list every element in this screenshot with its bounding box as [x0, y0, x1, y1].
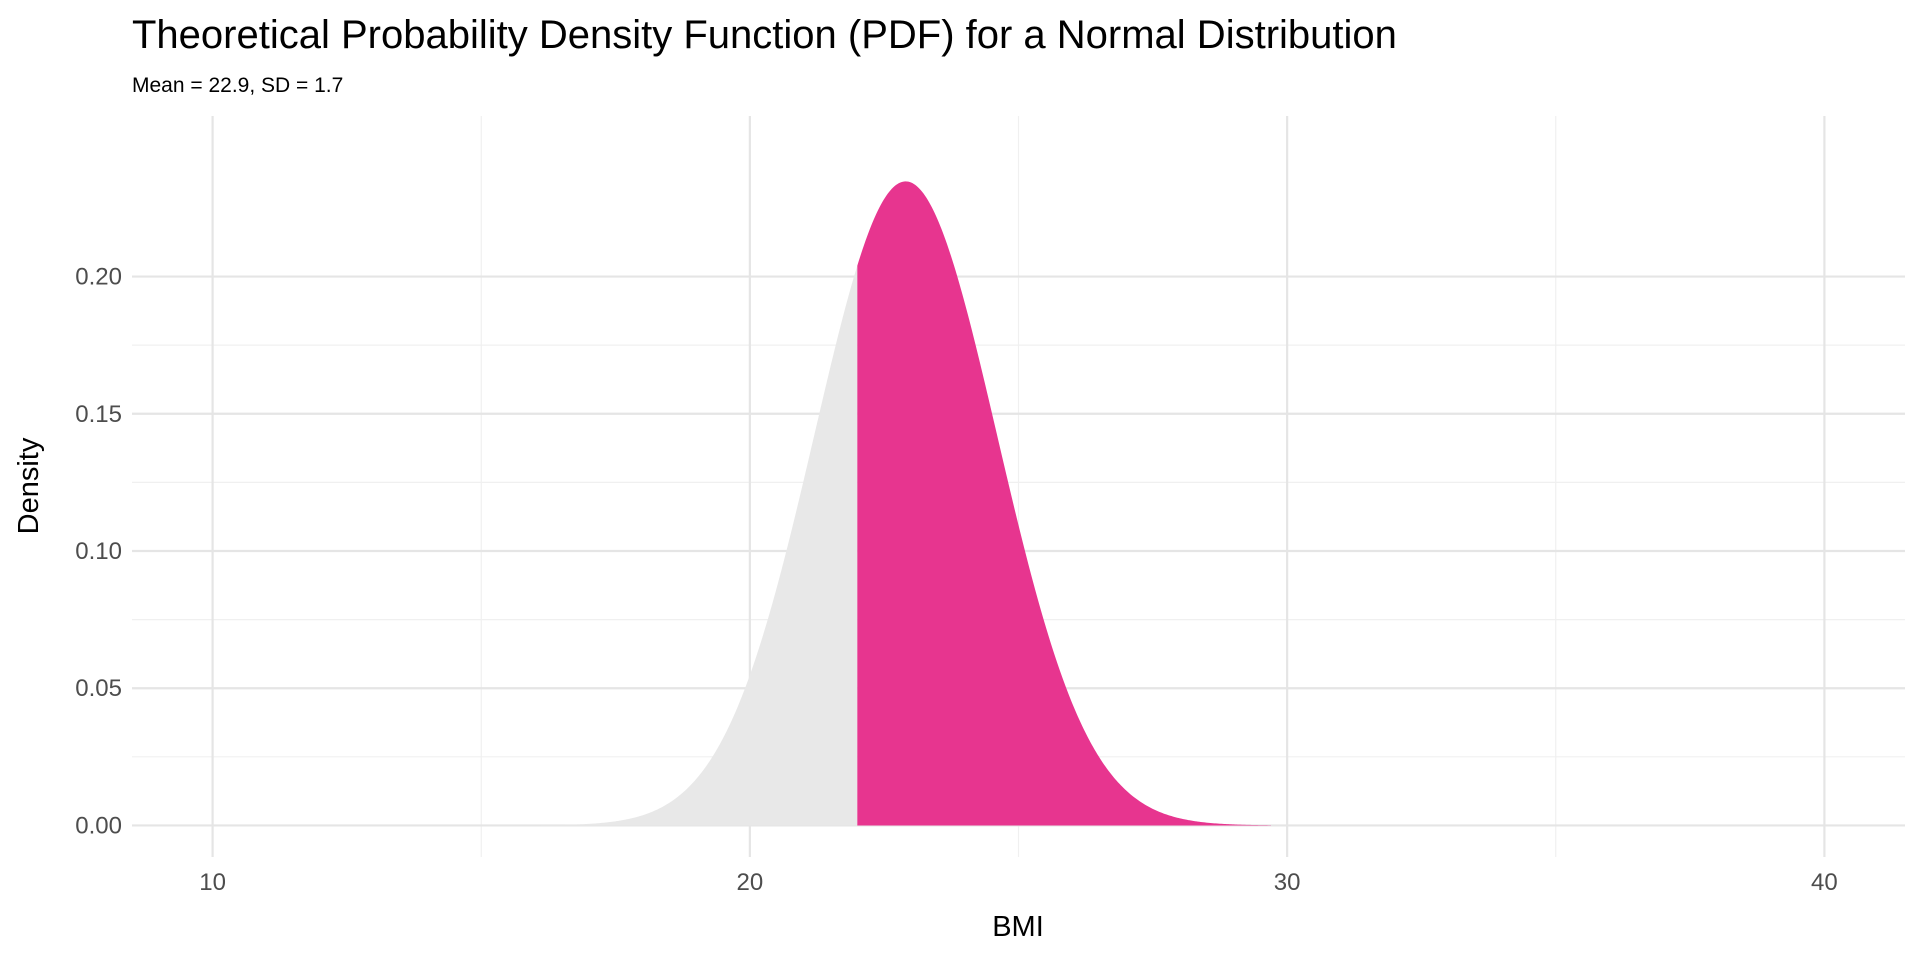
- chart-title: Theoretical Probability Density Function…: [132, 13, 1397, 57]
- chart-subtitle: Mean = 22.9, SD = 1.7: [132, 74, 343, 97]
- x-tick-label: 30: [1274, 869, 1301, 896]
- y-tick-label: 0.10: [75, 538, 122, 565]
- unshaded-area: [540, 265, 858, 826]
- y-axis-title: Density: [13, 437, 45, 534]
- y-tick-label: 0.00: [75, 812, 122, 839]
- x-axis-title: BMI: [992, 911, 1044, 943]
- y-tick-label: 0.20: [75, 264, 122, 291]
- x-tick-label: 40: [1811, 869, 1838, 896]
- x-tick-label: 20: [737, 869, 764, 896]
- density-areas: [540, 181, 1272, 826]
- shaded-area: [857, 181, 1272, 826]
- x-axis-ticks: 10 20 30 40: [199, 869, 1838, 896]
- x-tick-label: 10: [199, 869, 226, 896]
- y-tick-label: 0.15: [75, 401, 122, 428]
- y-axis-ticks: 0.00 0.05 0.10 0.15 0.20: [75, 264, 122, 840]
- y-tick-label: 0.05: [75, 675, 122, 702]
